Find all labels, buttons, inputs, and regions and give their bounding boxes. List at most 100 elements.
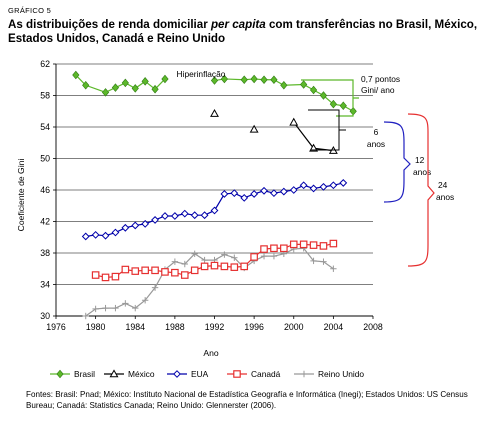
point-eua-1983 [121, 223, 130, 232]
point-eua-1980 [91, 230, 100, 239]
brace-24-label-1: 24 [438, 180, 448, 190]
point-canad--2003 [319, 242, 328, 250]
point-brasil-2003 [319, 91, 328, 100]
legend-label-brasil: Brasil [74, 369, 95, 379]
point-canad--1981 [101, 273, 110, 282]
brace-6-label-1: 6 [374, 127, 379, 137]
point-eua-1996 [250, 190, 259, 198]
point-eua-1990 [190, 211, 199, 220]
point-brasil-2005 [339, 101, 347, 111]
point-canad--1999 [280, 244, 288, 253]
point-brasil-1996 [250, 74, 258, 84]
point-canad--1990 [190, 266, 199, 275]
legend-item-eua: EUA [167, 369, 209, 379]
point-canad--1998 [270, 244, 278, 253]
point-canad--2000 [289, 240, 298, 249]
point-brasil-1984 [131, 84, 139, 93]
point-reino-unido-1983 [122, 300, 129, 307]
series-canad- [91, 239, 338, 282]
point-canad--1984 [131, 267, 140, 275]
point-eua-1979 [81, 232, 90, 241]
point-brasil-1998 [270, 75, 278, 85]
tick-label-x-2000: 2000 [284, 322, 304, 332]
point-brasil-1997 [260, 75, 268, 85]
series-m-xico [210, 108, 338, 154]
point-m-xico-2002 [309, 143, 319, 152]
point-canad--2001 [299, 240, 308, 249]
series-eua [81, 179, 348, 241]
brace-12-label-1: 12 [415, 155, 425, 165]
point-reino-unido-1991 [201, 256, 208, 264]
source-note: Fontes: Brasil: Pnad; México: Instituto … [26, 390, 468, 410]
tick-label-x-1988: 1988 [165, 322, 185, 332]
tick-labels: 30 34 38 42 46 50 54 58 62 1976 1980 1984 1988 1992 19… [40, 59, 383, 332]
tick-label-x-1992: 1992 [205, 322, 225, 332]
legend-item-m-xico: México [104, 369, 155, 379]
point-reino-unido-1990 [191, 250, 198, 257]
point-brasil-1983 [121, 78, 129, 88]
point-eua-1999 [279, 187, 288, 196]
y-axis-label: Coeficiente de Gini [16, 159, 26, 232]
point-reino-unido-1994 [231, 254, 238, 261]
brace-brasil-label-2: Gini/ ano [361, 85, 395, 95]
point-brasil-1999 [280, 80, 288, 90]
point-canad--1997 [260, 245, 268, 253]
point-eua-1988 [170, 212, 179, 220]
series-layer [72, 70, 357, 320]
legend-item-canad-: Canadá [227, 369, 281, 379]
figure-label: GRÁFICO 5 [8, 6, 52, 15]
point-canad--1982 [111, 272, 120, 281]
point-canad--1995 [240, 262, 249, 271]
point-reino-unido-1985 [141, 297, 149, 304]
point-eua-1998 [270, 189, 278, 198]
point-reino-unido-1980 [92, 305, 99, 313]
title-part-1: As distribuições de renda domiciliar [8, 18, 211, 31]
point-eua-2002 [309, 184, 318, 193]
series-reino-unido [82, 245, 337, 320]
axes [53, 63, 374, 319]
hyperinflation-label: Hiperinflação [177, 69, 226, 79]
tick-label-x-1996: 1996 [244, 322, 264, 332]
point-canad--1989 [180, 271, 189, 279]
point-reino-unido-1979 [82, 312, 89, 320]
point-eua-2001 [299, 181, 308, 190]
legend-label-m-xico: México [128, 369, 155, 379]
point-brasil-1992 [210, 76, 219, 85]
point-reino-unido-1997 [260, 252, 268, 260]
tick-label-y-54: 54 [40, 122, 50, 132]
point-brasil-2002 [309, 85, 318, 95]
point-canad--1985 [141, 266, 149, 275]
brace-24-anos [407, 113, 435, 267]
point-brasil-1981 [101, 88, 110, 97]
brace-brasil-label-1: 0,7 pontos [361, 74, 400, 84]
point-eua-1997 [260, 186, 268, 195]
point-eua-1984 [131, 221, 140, 230]
tick-label-x-2008: 2008 [363, 322, 383, 332]
line-reino-unido-0 [85, 247, 334, 317]
tick-label-x-1980: 1980 [86, 322, 106, 332]
legend: Brasil México EUA Canadá Reino Unido [50, 369, 364, 379]
point-eua-1993 [220, 190, 229, 198]
point-eua-1989 [180, 209, 189, 218]
legend-item-reino-unido: Reino Unido [294, 369, 364, 379]
point-eua-1985 [141, 219, 150, 228]
line-brasil-0 [75, 74, 166, 93]
point-brasil-1979 [82, 80, 90, 90]
title-italic: per capita [210, 18, 266, 31]
brace-12-label-2: anos [413, 167, 431, 177]
point-brasil-1995 [240, 75, 248, 85]
legend-marker-brasil [56, 369, 64, 379]
tick-label-x-1976: 1976 [46, 322, 66, 332]
point-reino-unido-1984 [132, 304, 139, 312]
point-brasil-2001 [300, 80, 308, 89]
point-brasil-1985 [141, 77, 149, 86]
point-brasil-2004 [329, 99, 337, 109]
tick-label-y-62: 62 [40, 59, 50, 69]
point-canad--1991 [200, 262, 209, 271]
legend-label-reino-unido: Reino Unido [318, 369, 364, 379]
tick-label-y-38: 38 [40, 248, 50, 258]
point-reino-unido-1986 [151, 284, 159, 291]
point-reino-unido-2002 [310, 257, 317, 265]
point-reino-unido-1989 [181, 260, 188, 268]
